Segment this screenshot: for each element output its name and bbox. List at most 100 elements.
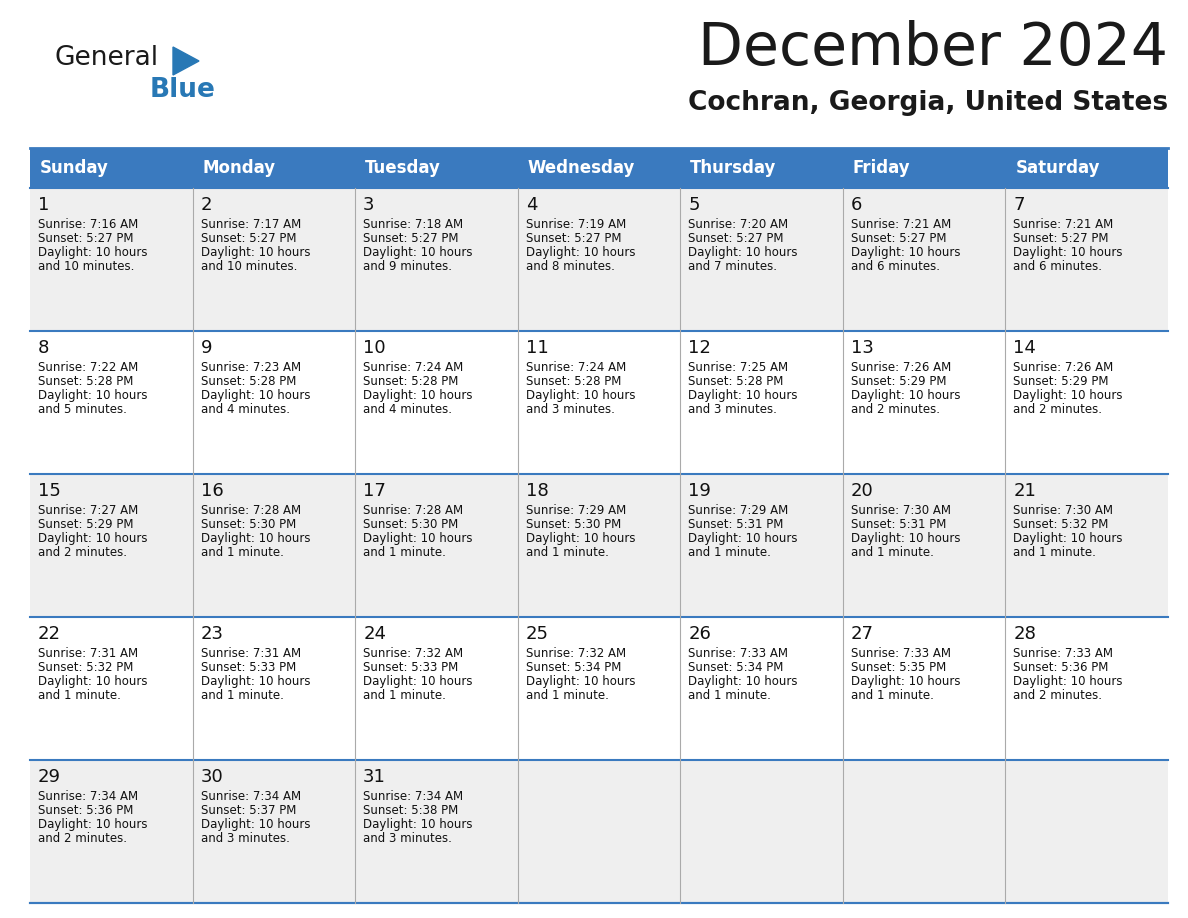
Text: 18: 18	[526, 482, 549, 500]
Text: Daylight: 10 hours: Daylight: 10 hours	[851, 532, 960, 545]
Text: Sunset: 5:29 PM: Sunset: 5:29 PM	[851, 375, 947, 388]
Text: 23: 23	[201, 625, 223, 643]
Text: 20: 20	[851, 482, 873, 500]
Text: Sunrise: 7:22 AM: Sunrise: 7:22 AM	[38, 361, 138, 374]
Text: Sunrise: 7:32 AM: Sunrise: 7:32 AM	[526, 647, 626, 660]
Text: Sunrise: 7:30 AM: Sunrise: 7:30 AM	[1013, 504, 1113, 517]
Text: 11: 11	[526, 339, 549, 357]
Text: Daylight: 10 hours: Daylight: 10 hours	[1013, 389, 1123, 402]
Text: Sunrise: 7:33 AM: Sunrise: 7:33 AM	[1013, 647, 1113, 660]
Text: Sunset: 5:28 PM: Sunset: 5:28 PM	[688, 375, 784, 388]
Text: Daylight: 10 hours: Daylight: 10 hours	[688, 675, 798, 688]
Text: Sunrise: 7:31 AM: Sunrise: 7:31 AM	[201, 647, 301, 660]
Text: 9: 9	[201, 339, 213, 357]
Text: Sunrise: 7:24 AM: Sunrise: 7:24 AM	[526, 361, 626, 374]
Text: Sunrise: 7:32 AM: Sunrise: 7:32 AM	[364, 647, 463, 660]
Text: Saturday: Saturday	[1016, 159, 1100, 177]
Bar	[30, 474, 1168, 617]
Bar	[30, 188, 1168, 331]
Bar	[30, 148, 1168, 188]
Text: Daylight: 10 hours: Daylight: 10 hours	[38, 246, 147, 259]
Text: Daylight: 10 hours: Daylight: 10 hours	[38, 675, 147, 688]
Text: Sunrise: 7:34 AM: Sunrise: 7:34 AM	[364, 790, 463, 803]
Text: and 1 minute.: and 1 minute.	[688, 546, 771, 559]
Text: Sunset: 5:28 PM: Sunset: 5:28 PM	[38, 375, 133, 388]
Text: Sunrise: 7:30 AM: Sunrise: 7:30 AM	[851, 504, 950, 517]
Text: Daylight: 10 hours: Daylight: 10 hours	[1013, 532, 1123, 545]
Text: and 2 minutes.: and 2 minutes.	[38, 546, 127, 559]
Text: and 2 minutes.: and 2 minutes.	[38, 832, 127, 845]
Text: Sunset: 5:31 PM: Sunset: 5:31 PM	[688, 518, 784, 531]
Polygon shape	[173, 47, 200, 75]
Text: and 3 minutes.: and 3 minutes.	[201, 832, 290, 845]
Text: 25: 25	[526, 625, 549, 643]
Text: Sunrise: 7:34 AM: Sunrise: 7:34 AM	[201, 790, 301, 803]
Text: Sunrise: 7:24 AM: Sunrise: 7:24 AM	[364, 361, 463, 374]
Text: Sunrise: 7:33 AM: Sunrise: 7:33 AM	[851, 647, 950, 660]
Text: 24: 24	[364, 625, 386, 643]
Text: Sunrise: 7:23 AM: Sunrise: 7:23 AM	[201, 361, 301, 374]
Text: Sunrise: 7:28 AM: Sunrise: 7:28 AM	[364, 504, 463, 517]
Text: 27: 27	[851, 625, 874, 643]
Text: 30: 30	[201, 768, 223, 786]
Text: Sunset: 5:36 PM: Sunset: 5:36 PM	[38, 804, 133, 817]
Text: Daylight: 10 hours: Daylight: 10 hours	[526, 389, 636, 402]
Text: 26: 26	[688, 625, 712, 643]
Text: Sunset: 5:33 PM: Sunset: 5:33 PM	[364, 661, 459, 674]
Text: Thursday: Thursday	[690, 159, 777, 177]
Text: 31: 31	[364, 768, 386, 786]
Text: Daylight: 10 hours: Daylight: 10 hours	[364, 675, 473, 688]
Text: Daylight: 10 hours: Daylight: 10 hours	[526, 675, 636, 688]
Text: Daylight: 10 hours: Daylight: 10 hours	[364, 246, 473, 259]
Text: and 1 minute.: and 1 minute.	[526, 546, 608, 559]
Text: and 2 minutes.: and 2 minutes.	[1013, 689, 1102, 702]
Text: and 6 minutes.: and 6 minutes.	[851, 260, 940, 273]
Text: and 7 minutes.: and 7 minutes.	[688, 260, 777, 273]
Text: Daylight: 10 hours: Daylight: 10 hours	[526, 532, 636, 545]
Text: Tuesday: Tuesday	[365, 159, 441, 177]
Text: Sunset: 5:28 PM: Sunset: 5:28 PM	[526, 375, 621, 388]
Text: and 2 minutes.: and 2 minutes.	[851, 403, 940, 416]
Text: General: General	[55, 45, 159, 71]
Text: Daylight: 10 hours: Daylight: 10 hours	[201, 246, 310, 259]
Text: Daylight: 10 hours: Daylight: 10 hours	[201, 389, 310, 402]
Text: 4: 4	[526, 196, 537, 214]
Text: Daylight: 10 hours: Daylight: 10 hours	[364, 389, 473, 402]
Text: 16: 16	[201, 482, 223, 500]
Text: and 6 minutes.: and 6 minutes.	[1013, 260, 1102, 273]
Text: Daylight: 10 hours: Daylight: 10 hours	[38, 389, 147, 402]
Text: and 1 minute.: and 1 minute.	[38, 689, 121, 702]
Text: 21: 21	[1013, 482, 1036, 500]
Text: 2: 2	[201, 196, 213, 214]
Text: Sunrise: 7:21 AM: Sunrise: 7:21 AM	[851, 218, 952, 231]
Text: and 1 minute.: and 1 minute.	[201, 689, 284, 702]
Text: Sunset: 5:32 PM: Sunset: 5:32 PM	[38, 661, 133, 674]
Text: Sunrise: 7:27 AM: Sunrise: 7:27 AM	[38, 504, 138, 517]
Text: Sunrise: 7:33 AM: Sunrise: 7:33 AM	[688, 647, 789, 660]
Text: Daylight: 10 hours: Daylight: 10 hours	[851, 675, 960, 688]
Bar	[30, 617, 1168, 760]
Text: Sunset: 5:29 PM: Sunset: 5:29 PM	[1013, 375, 1108, 388]
Text: Sunset: 5:27 PM: Sunset: 5:27 PM	[851, 232, 947, 245]
Text: and 1 minute.: and 1 minute.	[1013, 546, 1097, 559]
Text: Daylight: 10 hours: Daylight: 10 hours	[1013, 246, 1123, 259]
Text: Sunrise: 7:18 AM: Sunrise: 7:18 AM	[364, 218, 463, 231]
Text: Sunrise: 7:20 AM: Sunrise: 7:20 AM	[688, 218, 789, 231]
Text: Daylight: 10 hours: Daylight: 10 hours	[364, 818, 473, 831]
Text: Sunset: 5:27 PM: Sunset: 5:27 PM	[526, 232, 621, 245]
Text: Friday: Friday	[853, 159, 910, 177]
Text: and 10 minutes.: and 10 minutes.	[38, 260, 134, 273]
Text: Sunset: 5:27 PM: Sunset: 5:27 PM	[38, 232, 133, 245]
Text: and 1 minute.: and 1 minute.	[364, 689, 446, 702]
Text: 8: 8	[38, 339, 50, 357]
Text: December 2024: December 2024	[699, 20, 1168, 77]
Text: Daylight: 10 hours: Daylight: 10 hours	[688, 246, 798, 259]
Text: Sunset: 5:28 PM: Sunset: 5:28 PM	[364, 375, 459, 388]
Text: Daylight: 10 hours: Daylight: 10 hours	[364, 532, 473, 545]
Text: Daylight: 10 hours: Daylight: 10 hours	[201, 675, 310, 688]
Text: Sunset: 5:30 PM: Sunset: 5:30 PM	[526, 518, 621, 531]
Bar	[30, 760, 1168, 903]
Text: and 4 minutes.: and 4 minutes.	[364, 403, 453, 416]
Text: and 1 minute.: and 1 minute.	[201, 546, 284, 559]
Text: 13: 13	[851, 339, 873, 357]
